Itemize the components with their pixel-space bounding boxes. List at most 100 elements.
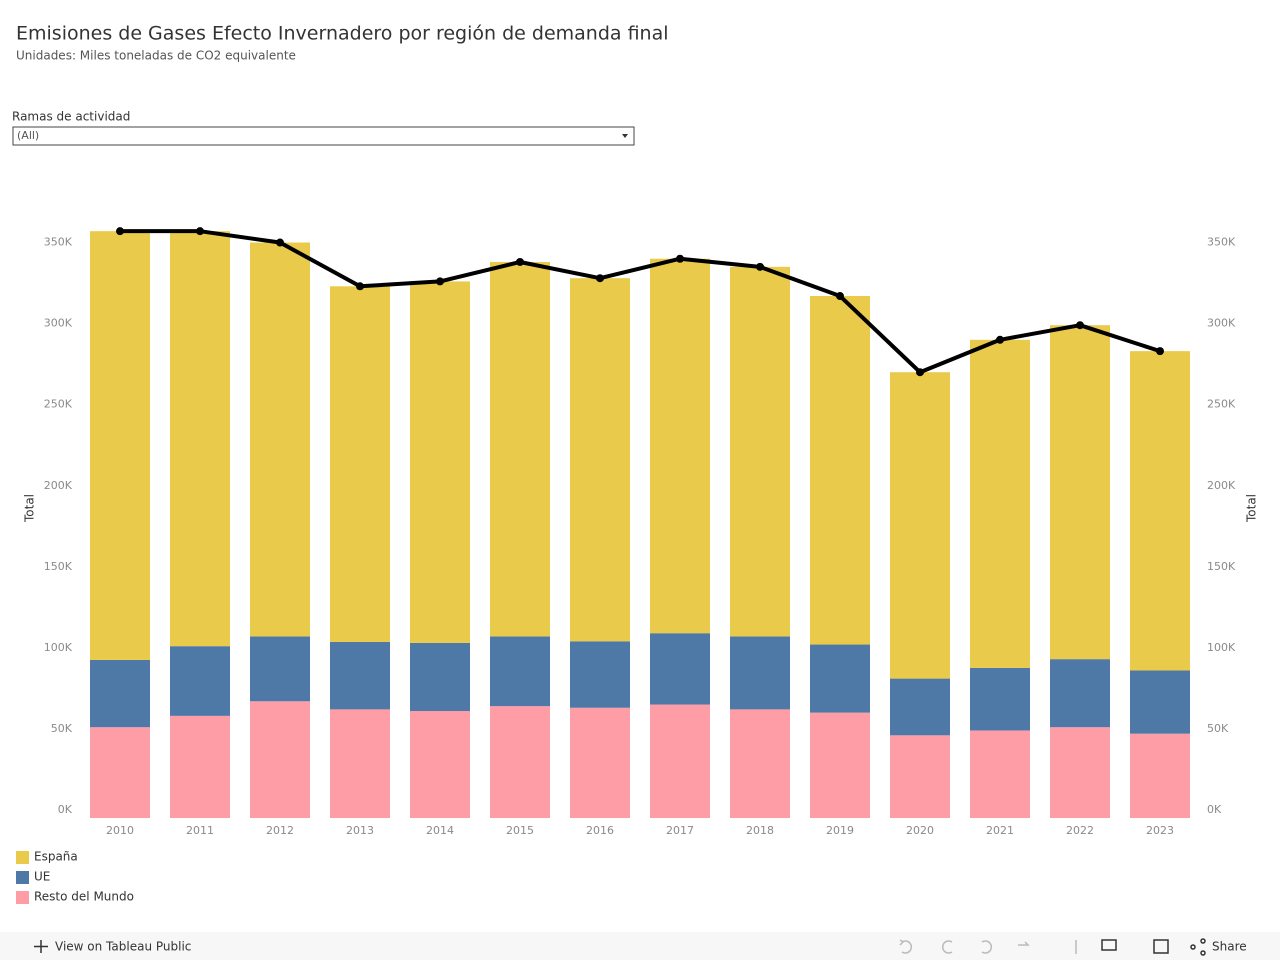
y-tick-label: 150K: [44, 560, 73, 573]
x-tick-label: 2011: [186, 824, 214, 837]
legend-label: España: [34, 850, 78, 864]
total-point: [1156, 347, 1164, 356]
y2-tick-label: 300K: [1207, 317, 1236, 330]
bar-segment: [810, 712, 870, 818]
total-point: [916, 368, 924, 377]
tableau-icon: [34, 940, 48, 953]
x-tick-label: 2022: [1066, 824, 1094, 837]
bar-segment: [410, 711, 470, 818]
total-point: [436, 277, 444, 286]
x-tick-label: 2017: [666, 824, 694, 837]
bar-segment: [650, 704, 710, 818]
total-point: [596, 274, 604, 283]
y2-tick-label: 250K: [1207, 398, 1236, 411]
y-tick-label: 350K: [44, 236, 73, 249]
bar-segment: [970, 339, 1030, 668]
toolbar: [0, 932, 1280, 960]
bar-segment: [970, 667, 1030, 731]
total-point: [276, 238, 284, 247]
total-point: [756, 262, 764, 271]
x-tick-label: 2015: [506, 824, 534, 837]
toolbar-icons: [899, 938, 1206, 956]
y2-tick-label: 100K: [1207, 641, 1236, 654]
y-tick-label: 100K: [44, 641, 73, 654]
total-point: [356, 282, 364, 291]
bar-segment: [410, 281, 470, 643]
bar-segment: [570, 278, 630, 642]
y-axis-title: Total: [23, 494, 37, 523]
y2-axis-title: Total: [1245, 494, 1259, 523]
bar-segment: [810, 644, 870, 713]
filter-value: (All): [17, 129, 39, 142]
x-tick-label: 2021: [986, 824, 1014, 837]
x-tick-label: 2016: [586, 824, 614, 837]
total-line: [120, 229, 1161, 375]
legend-label: UE: [34, 870, 50, 884]
y2-tick-label: 350K: [1207, 236, 1236, 249]
x-tick-label: 2020: [906, 824, 934, 837]
legend-swatch: [16, 871, 29, 884]
bar-segment: [250, 242, 310, 637]
y2-tick-label: 150K: [1207, 560, 1236, 573]
x-tick-label: 2018: [746, 824, 774, 837]
chart-subtitle: Unidades: Miles toneladas de CO2 equival…: [16, 49, 296, 63]
bar-segment: [890, 372, 950, 679]
legend-swatch: [16, 851, 29, 864]
bar-segment: [1130, 670, 1190, 734]
bar-segment: [890, 678, 950, 736]
bar-segment: [1130, 351, 1190, 671]
y-tick-label: 200K: [44, 479, 73, 492]
y2-tick-label: 0K: [1207, 803, 1222, 816]
bar-segment: [170, 715, 230, 818]
bar-segment: [730, 266, 790, 637]
bar-segment: [250, 701, 310, 818]
bar-segment: [810, 296, 870, 645]
legend-label: Resto del Mundo: [34, 890, 134, 904]
x-tick-label: 2019: [826, 824, 854, 837]
bar-segment: [890, 735, 950, 818]
total-point: [676, 254, 684, 263]
bar-segment: [730, 709, 790, 818]
bar-segment: [410, 642, 470, 712]
bar-segment: [570, 707, 630, 818]
bar-segment: [570, 641, 630, 708]
bar-segment: [730, 636, 790, 710]
y-tick-label: 300K: [44, 317, 73, 330]
bar-segment: [170, 231, 230, 647]
total-point: [836, 292, 844, 301]
view-link[interactable]: View on Tableau Public: [55, 940, 191, 954]
bar-segment: [90, 727, 150, 818]
total-point: [196, 227, 204, 236]
bar-segment: [490, 636, 550, 707]
bar-segment: [1050, 659, 1110, 728]
y-tick-label: 0K: [58, 803, 73, 816]
total-point: [996, 335, 1004, 344]
bar-segment: [250, 636, 310, 702]
total-point: [1076, 321, 1084, 330]
filter-dropdown[interactable]: [12, 126, 635, 146]
x-tick-label: 2014: [426, 824, 454, 837]
x-tick-label: 2023: [1146, 824, 1174, 837]
bar-segment: [330, 709, 390, 818]
bar-segment: [490, 706, 550, 818]
bar-segment: [1050, 727, 1110, 818]
x-tick-label: 2012: [266, 824, 294, 837]
bar-segment: [330, 641, 390, 710]
bar-segment: [330, 286, 390, 642]
bar-segment: [490, 261, 550, 637]
bar-segment: [170, 646, 230, 716]
bar-segment: [970, 730, 1030, 818]
bar-segment: [1050, 325, 1110, 660]
y-tick-label: 250K: [44, 398, 73, 411]
bar-segment: [650, 258, 710, 634]
x-tick-label: 2013: [346, 824, 374, 837]
share-button[interactable]: Share: [1212, 940, 1247, 954]
y2-tick-label: 50K: [1207, 722, 1229, 735]
bar-segment: [1130, 733, 1190, 818]
chart-title: Emisiones de Gases Efecto Invernadero po…: [16, 23, 669, 45]
bar-segment: [90, 659, 150, 728]
total-point: [116, 227, 124, 236]
legend-swatch: [16, 891, 29, 904]
x-tick-label: 2010: [106, 824, 134, 837]
